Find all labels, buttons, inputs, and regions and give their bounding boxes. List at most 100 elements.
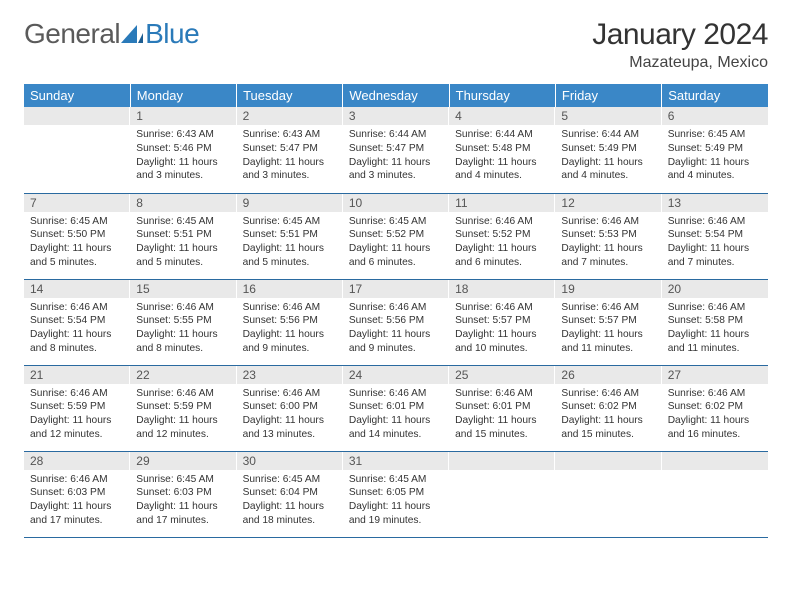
day-number: 22: [130, 366, 236, 384]
calendar-cell: 25Sunrise: 6:46 AMSunset: 6:01 PMDayligh…: [449, 365, 555, 451]
weekday-header: Thursday: [449, 84, 555, 107]
day-details: Sunrise: 6:43 AMSunset: 5:47 PMDaylight:…: [237, 125, 343, 187]
daylight-line: Daylight: 11 hours and 13 minutes.: [243, 414, 337, 442]
weekday-header: Saturday: [662, 84, 768, 107]
calendar-cell: 14Sunrise: 6:46 AMSunset: 5:54 PMDayligh…: [24, 279, 130, 365]
calendar-cell: 11Sunrise: 6:46 AMSunset: 5:52 PMDayligh…: [449, 193, 555, 279]
sunrise-line: Sunrise: 6:43 AM: [136, 128, 230, 142]
calendar-cell: 27Sunrise: 6:46 AMSunset: 6:02 PMDayligh…: [662, 365, 768, 451]
logo-text-a: General: [24, 18, 120, 50]
daylight-line: Daylight: 11 hours and 12 minutes.: [136, 414, 230, 442]
weekday-header: Tuesday: [237, 84, 343, 107]
day-number: [449, 452, 555, 470]
sunset-line: Sunset: 5:57 PM: [455, 314, 549, 328]
day-details: Sunrise: 6:46 AMSunset: 6:01 PMDaylight:…: [449, 384, 555, 446]
day-details: Sunrise: 6:46 AMSunset: 5:56 PMDaylight:…: [237, 298, 343, 360]
day-number: 18: [449, 280, 555, 298]
day-number: 27: [662, 366, 768, 384]
sunrise-line: Sunrise: 6:45 AM: [136, 473, 230, 487]
day-number: 8: [130, 194, 236, 212]
daylight-line: Daylight: 11 hours and 11 minutes.: [668, 328, 762, 356]
sunset-line: Sunset: 6:03 PM: [136, 486, 230, 500]
calendar-cell: 1Sunrise: 6:43 AMSunset: 5:46 PMDaylight…: [130, 107, 236, 193]
calendar-cell: 10Sunrise: 6:45 AMSunset: 5:52 PMDayligh…: [343, 193, 449, 279]
daylight-line: Daylight: 11 hours and 6 minutes.: [349, 242, 443, 270]
sunset-line: Sunset: 6:01 PM: [455, 400, 549, 414]
sunrise-line: Sunrise: 6:46 AM: [561, 387, 655, 401]
daylight-line: Daylight: 11 hours and 3 minutes.: [136, 156, 230, 184]
sunset-line: Sunset: 6:02 PM: [561, 400, 655, 414]
day-details: Sunrise: 6:46 AMSunset: 5:54 PMDaylight:…: [24, 298, 130, 360]
sunset-line: Sunset: 5:54 PM: [30, 314, 124, 328]
logo: General Blue: [24, 18, 199, 50]
sunrise-line: Sunrise: 6:46 AM: [243, 387, 337, 401]
calendar-cell: 3Sunrise: 6:44 AMSunset: 5:47 PMDaylight…: [343, 107, 449, 193]
calendar-cell: 8Sunrise: 6:45 AMSunset: 5:51 PMDaylight…: [130, 193, 236, 279]
daylight-line: Daylight: 11 hours and 9 minutes.: [349, 328, 443, 356]
sunrise-line: Sunrise: 6:46 AM: [136, 301, 230, 315]
calendar-cell: 16Sunrise: 6:46 AMSunset: 5:56 PMDayligh…: [237, 279, 343, 365]
sunset-line: Sunset: 5:59 PM: [136, 400, 230, 414]
sunrise-line: Sunrise: 6:45 AM: [136, 215, 230, 229]
sunrise-line: Sunrise: 6:45 AM: [349, 215, 443, 229]
sunrise-line: Sunrise: 6:46 AM: [30, 301, 124, 315]
sunrise-line: Sunrise: 6:46 AM: [349, 301, 443, 315]
day-details: Sunrise: 6:46 AMSunset: 6:02 PMDaylight:…: [555, 384, 661, 446]
daylight-line: Daylight: 11 hours and 14 minutes.: [349, 414, 443, 442]
calendar-cell: 22Sunrise: 6:46 AMSunset: 5:59 PMDayligh…: [130, 365, 236, 451]
sunset-line: Sunset: 6:05 PM: [349, 486, 443, 500]
sunset-line: Sunset: 5:58 PM: [668, 314, 762, 328]
day-details: Sunrise: 6:45 AMSunset: 5:49 PMDaylight:…: [662, 125, 768, 187]
day-details: Sunrise: 6:46 AMSunset: 5:57 PMDaylight:…: [449, 298, 555, 360]
weekday-header: Wednesday: [343, 84, 449, 107]
day-details: Sunrise: 6:46 AMSunset: 5:54 PMDaylight:…: [662, 212, 768, 274]
day-details: [24, 125, 130, 132]
sunset-line: Sunset: 5:51 PM: [243, 228, 337, 242]
calendar-cell-empty: [449, 451, 555, 537]
sunrise-line: Sunrise: 6:45 AM: [30, 215, 124, 229]
day-number: 29: [130, 452, 236, 470]
daylight-line: Daylight: 11 hours and 15 minutes.: [561, 414, 655, 442]
sunset-line: Sunset: 6:02 PM: [668, 400, 762, 414]
day-number: 19: [555, 280, 661, 298]
day-details: Sunrise: 6:46 AMSunset: 5:56 PMDaylight:…: [343, 298, 449, 360]
sunrise-line: Sunrise: 6:44 AM: [561, 128, 655, 142]
day-details: Sunrise: 6:45 AMSunset: 5:51 PMDaylight:…: [130, 212, 236, 274]
sunset-line: Sunset: 6:03 PM: [30, 486, 124, 500]
header: General Blue January 2024 Mazateupa, Mex…: [24, 18, 768, 72]
day-details: [555, 470, 661, 477]
day-details: Sunrise: 6:45 AMSunset: 5:51 PMDaylight:…: [237, 212, 343, 274]
day-details: Sunrise: 6:45 AMSunset: 6:03 PMDaylight:…: [130, 470, 236, 532]
day-number: 7: [24, 194, 130, 212]
calendar-row: 28Sunrise: 6:46 AMSunset: 6:03 PMDayligh…: [24, 451, 768, 537]
calendar-cell: 30Sunrise: 6:45 AMSunset: 6:04 PMDayligh…: [237, 451, 343, 537]
daylight-line: Daylight: 11 hours and 19 minutes.: [349, 500, 443, 528]
sunrise-line: Sunrise: 6:46 AM: [349, 387, 443, 401]
daylight-line: Daylight: 11 hours and 18 minutes.: [243, 500, 337, 528]
title-block: January 2024 Mazateupa, Mexico: [592, 18, 768, 72]
day-details: Sunrise: 6:45 AMSunset: 5:52 PMDaylight:…: [343, 212, 449, 274]
day-number: 3: [343, 107, 449, 125]
day-details: Sunrise: 6:43 AMSunset: 5:46 PMDaylight:…: [130, 125, 236, 187]
day-number: 11: [449, 194, 555, 212]
sunrise-line: Sunrise: 6:45 AM: [668, 128, 762, 142]
daylight-line: Daylight: 11 hours and 3 minutes.: [349, 156, 443, 184]
calendar-cell: 23Sunrise: 6:46 AMSunset: 6:00 PMDayligh…: [237, 365, 343, 451]
day-details: Sunrise: 6:46 AMSunset: 5:58 PMDaylight:…: [662, 298, 768, 360]
day-details: Sunrise: 6:46 AMSunset: 6:00 PMDaylight:…: [237, 384, 343, 446]
calendar-cell-empty: [555, 451, 661, 537]
calendar-cell: 18Sunrise: 6:46 AMSunset: 5:57 PMDayligh…: [449, 279, 555, 365]
daylight-line: Daylight: 11 hours and 4 minutes.: [668, 156, 762, 184]
sunrise-line: Sunrise: 6:46 AM: [30, 387, 124, 401]
day-number: 2: [237, 107, 343, 125]
sunset-line: Sunset: 5:46 PM: [136, 142, 230, 156]
calendar-cell: 26Sunrise: 6:46 AMSunset: 6:02 PMDayligh…: [555, 365, 661, 451]
calendar-cell: 28Sunrise: 6:46 AMSunset: 6:03 PMDayligh…: [24, 451, 130, 537]
sunset-line: Sunset: 5:54 PM: [668, 228, 762, 242]
sunset-line: Sunset: 5:47 PM: [349, 142, 443, 156]
sunset-line: Sunset: 5:56 PM: [349, 314, 443, 328]
day-number: 15: [130, 280, 236, 298]
day-details: Sunrise: 6:44 AMSunset: 5:48 PMDaylight:…: [449, 125, 555, 187]
day-number: 6: [662, 107, 768, 125]
day-number: [555, 452, 661, 470]
